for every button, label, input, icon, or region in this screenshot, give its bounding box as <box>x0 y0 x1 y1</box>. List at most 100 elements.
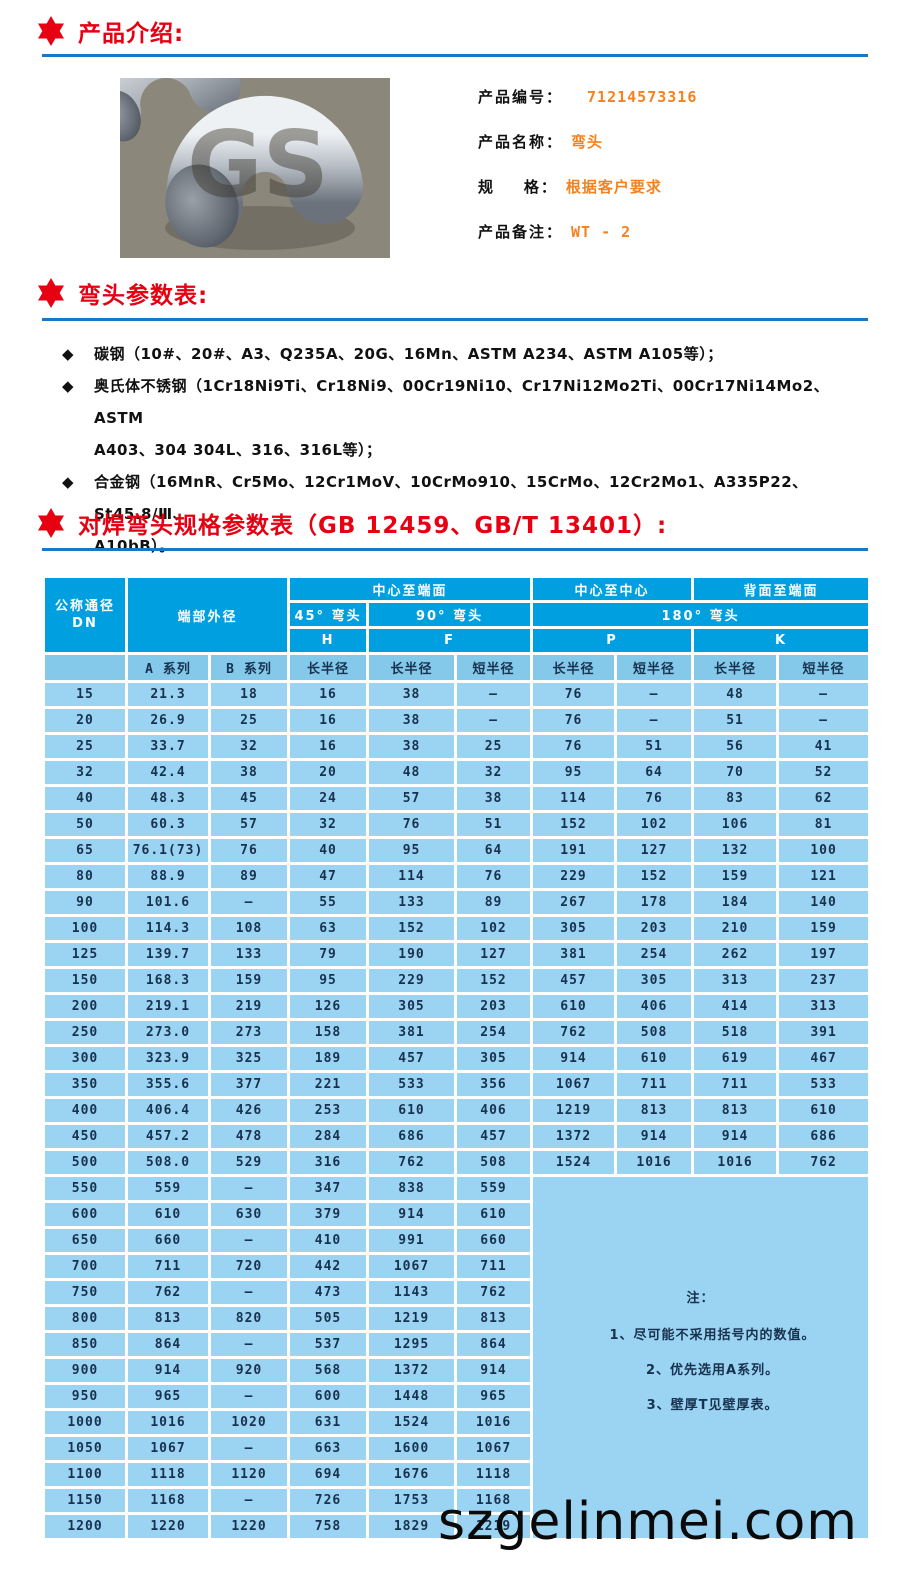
table-cell: 1050 <box>42 1434 128 1463</box>
subheader-long-radius: 长半径 <box>366 652 458 683</box>
table-cell: 51 <box>614 732 695 761</box>
table-cell: 38 <box>366 706 458 735</box>
subheader-long-radius: 长半径 <box>530 652 618 683</box>
table-cell: 762 <box>776 1148 872 1177</box>
table-cell: 750 <box>42 1278 128 1307</box>
table-cell: — <box>207 888 291 917</box>
table-cell: 152 <box>530 810 618 839</box>
table-cell: 40 <box>287 836 370 865</box>
table-cell: 140 <box>776 888 872 917</box>
divider-rule-2 <box>42 318 868 321</box>
table-cell: 508 <box>614 1018 695 1047</box>
table-cell: 70 <box>691 758 780 787</box>
table-cell: 229 <box>530 862 618 891</box>
table-cell: 95 <box>530 758 618 787</box>
table-cell: 229 <box>366 966 458 995</box>
table-cell: 313 <box>691 966 780 995</box>
table-row: 650 660—410 991 660 <box>42 1226 870 1255</box>
table-cell: 406 <box>614 992 695 1021</box>
subheader-short-radius: 短半径 <box>776 652 872 683</box>
table-row: 15 21.3 18 16 38—76—48— <box>42 680 872 709</box>
table-row: 450 457.2 478 284 686 457 1372 914 914 686 <box>42 1122 872 1151</box>
table-cell: 221 <box>287 1070 370 1099</box>
table-cell: 95 <box>366 836 458 865</box>
table-cell: 619 <box>691 1044 780 1073</box>
table-cell: 1168 <box>125 1486 211 1515</box>
table-cell: 1219 <box>454 1512 534 1541</box>
table-cell: 100 <box>42 914 128 943</box>
table-cell: 356 <box>454 1070 534 1099</box>
table-cell: 56 <box>691 732 780 761</box>
table-cell: 610 <box>776 1096 872 1125</box>
col-header-h: H <box>287 626 370 655</box>
image-watermark-text: GS <box>187 111 329 218</box>
subheader-short-radius: 短半径 <box>614 652 695 683</box>
table-cell: 457 <box>454 1122 534 1151</box>
table-cell: 48 <box>691 680 780 709</box>
table-cell: 190 <box>366 940 458 969</box>
table-cell: 76 <box>530 732 618 761</box>
table-row: 700 711 720 442 1067 711 <box>42 1252 870 1281</box>
table-cell: 914 <box>366 1200 458 1229</box>
material-item: ◆ 碳钢（10#、20#、A3、Q235A、20G、16Mn、ASTM A234、… <box>62 338 862 370</box>
table-row: 90 101.6—55 133 89 267 178 184 140 <box>42 888 872 917</box>
table-cell: 1016 <box>125 1408 211 1437</box>
subheader-series-a: A 系列 <box>125 652 211 683</box>
table-cell: 101.6 <box>125 888 211 917</box>
table-cell: 820 <box>207 1304 291 1333</box>
star-icon <box>38 278 64 308</box>
col-header-f: F <box>366 626 534 655</box>
table-row: 65 76.1(73) 76 40 95 64 191 127 132 100 <box>42 836 872 865</box>
table-cell: 1219 <box>366 1304 458 1333</box>
table-cell: 102 <box>614 810 695 839</box>
table-row: 20 26.9 25 16 38—76—51— <box>42 706 872 735</box>
product-spec-row: 规 格： 根据客户要求 <box>478 176 697 198</box>
table-row: 200 219.1 219 126 305 203 610 406 414 313 <box>42 992 872 1021</box>
table-cell: 450 <box>42 1122 128 1151</box>
table-cell: 273 <box>207 1018 291 1047</box>
table-cell: 33.7 <box>125 732 211 761</box>
table-cell: 1016 <box>454 1408 534 1437</box>
table-row: 950 965—600 1448 965 <box>42 1382 870 1411</box>
table-cell: 38 <box>207 758 291 787</box>
table-row: 350 355.6 377 221 533 356 1067 711 711 533 <box>42 1070 872 1099</box>
table-row: 25 33.7 32 16 38 25 76 51 56 41 <box>42 732 872 761</box>
table-cell: — <box>454 706 534 735</box>
table-cell: 189 <box>287 1044 370 1073</box>
table-cell: 300 <box>42 1044 128 1073</box>
table-cell: 610 <box>125 1200 211 1229</box>
table-cell: 467 <box>776 1044 872 1073</box>
table-cell: 127 <box>614 836 695 865</box>
table-cell: 152 <box>614 862 695 891</box>
table-cell: 914 <box>530 1044 618 1073</box>
product-code-value: 71214573316 <box>587 88 698 106</box>
table-cell: 52 <box>776 758 872 787</box>
table-cell: 529 <box>207 1148 291 1177</box>
table-cell: 478 <box>207 1122 291 1151</box>
table-cell: 150 <box>42 966 128 995</box>
col-header-back-to-end: 背面至端面 <box>691 575 872 603</box>
col-header-center-to-end: 中心至端面 <box>287 575 534 603</box>
table-cell: — <box>776 680 872 709</box>
table-cell: 76 <box>530 706 618 735</box>
table-cell: 610 <box>454 1200 534 1229</box>
table-cell: 610 <box>614 1044 695 1073</box>
table-cell: — <box>454 680 534 709</box>
table-cell: 1067 <box>366 1252 458 1281</box>
table-row: 1100 1118 1120 694 1676 1118 <box>42 1460 870 1489</box>
table-cell: 950 <box>42 1382 128 1411</box>
table-cell: 305 <box>366 992 458 1021</box>
table-cell: 106 <box>691 810 780 839</box>
table-cell: 838 <box>366 1174 458 1203</box>
table-cell: 159 <box>776 914 872 943</box>
section-intro-header: 产品介绍: <box>36 14 184 48</box>
table-cell: 26.9 <box>125 706 211 735</box>
table-cell: 262 <box>691 940 780 969</box>
table-row: 50 60.3 57 32 76 51 152 102 106 81 <box>42 810 872 839</box>
table-cell: 991 <box>366 1226 458 1255</box>
table-cell: 686 <box>366 1122 458 1151</box>
table-cell: 284 <box>287 1122 370 1151</box>
col-header-end-od: 端部外径 <box>124 575 291 655</box>
table-cell: 1016 <box>691 1148 780 1177</box>
table-cell: 114 <box>366 862 458 891</box>
